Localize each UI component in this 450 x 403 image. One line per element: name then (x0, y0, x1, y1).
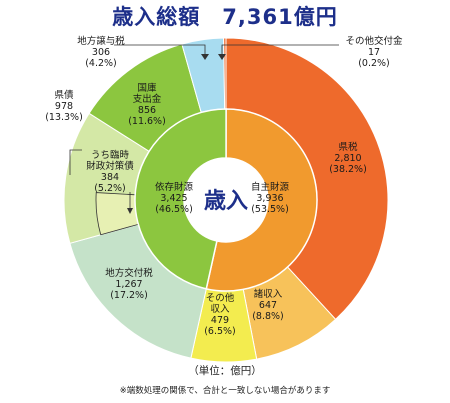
outer-label-4: 県債 978 (13.3%) (45, 89, 83, 123)
outer-label-1: 諸収入 647 (8.8%) (252, 288, 284, 322)
inner-label-1: 依存財源 3,425 (46.5%) (155, 181, 194, 215)
sub-segment-label: うち臨時財政対策債 384 (5.2%) (86, 149, 134, 194)
inner-label-0: 自主財源 3,936 (53.5%) (251, 181, 290, 215)
unit-label: （単位：億円） (188, 365, 262, 377)
outer-label-5: 国庫支出金 856 (11.6%) (128, 82, 166, 127)
leader-arrow-sub-segment (127, 208, 133, 214)
leader-line-other-grant (221, 44, 339, 58)
leader-line-bond (69, 149, 82, 175)
outer-label-6: 地方譲与税 306 (4.2%) (77, 35, 125, 69)
center-hole (184, 158, 268, 242)
footnote: ※端数処理の関係で、合計と一致しない場合があります (119, 386, 331, 396)
outer-label-2: その他収入 479 (6.5%) (204, 292, 236, 337)
outer-label-3: 地方交付税 1,267 (17.2%) (105, 267, 153, 301)
chart-title: 歳入総額 7,361億円 (112, 5, 338, 29)
leader-arrow-other-grant (218, 54, 226, 60)
outer-label-7: その他交付金 17 (0.2%) (345, 35, 403, 69)
leader-line-transfer-tax (114, 44, 206, 58)
leader-arrow-transfer-tax (201, 54, 209, 60)
outer-label-0: 県税 2,810 (38.2%) (329, 141, 367, 175)
center-label: 歳入 (204, 189, 248, 214)
